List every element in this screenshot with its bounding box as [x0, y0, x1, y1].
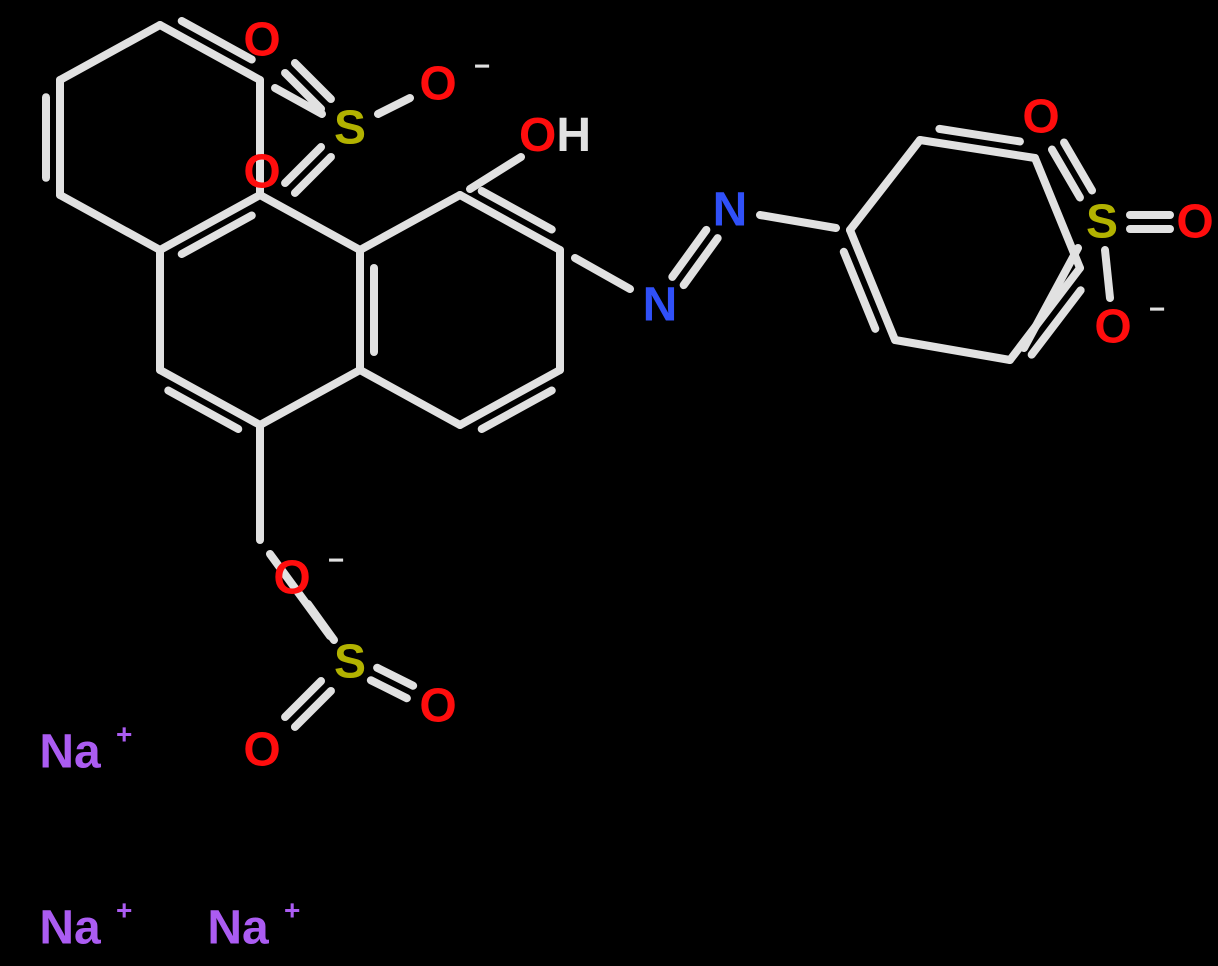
atom-o-label: O: [419, 58, 456, 111]
molecule-diagram: SOOO−SOOO−OHNNSOOO−Na+Na+Na+: [0, 0, 1218, 966]
charge-label: +: [284, 895, 300, 926]
charge-label: −: [1149, 294, 1165, 325]
charge-label: +: [116, 719, 132, 750]
atom-na-label: Na: [207, 902, 269, 955]
atom-o-label: OH: [519, 109, 591, 162]
atom-o-label: O: [1176, 196, 1213, 249]
atom-na-label: Na: [39, 902, 101, 955]
atom-o-label: O: [273, 552, 310, 605]
atoms-group: SOOO−SOOO−OHNNSOOO−Na+Na+Na+: [39, 14, 1213, 955]
atom-o-label: O: [419, 680, 456, 733]
atom-o-label: O: [1022, 91, 1059, 144]
atom-o-label: O: [1094, 301, 1131, 354]
atom-s-label: S: [334, 636, 366, 689]
charge-label: +: [116, 895, 132, 926]
atom-o-label: O: [243, 14, 280, 67]
atom-n-label: N: [713, 184, 748, 237]
atom-o-label: O: [243, 724, 280, 777]
atom-na-label: Na: [39, 726, 101, 779]
charge-label: −: [474, 51, 490, 82]
atom-s-label: S: [334, 102, 366, 155]
atom-n-label: N: [643, 279, 678, 332]
atom-o-label: O: [243, 146, 280, 199]
atom-s-label: S: [1086, 196, 1118, 249]
charge-label: −: [328, 545, 344, 576]
